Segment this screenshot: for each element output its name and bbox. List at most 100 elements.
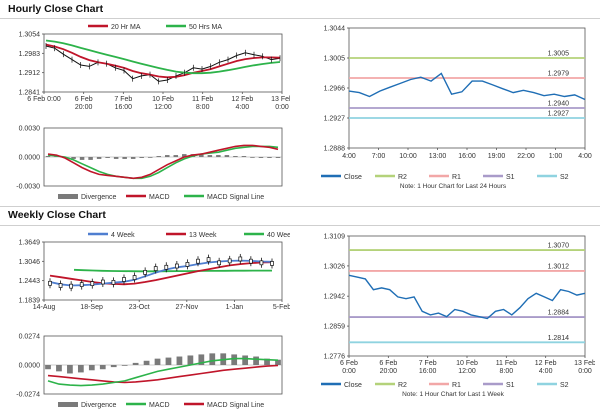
weekly-intraday-legend-0-label: Close [344,382,362,389]
hourly-price-xtick: 4:00 [236,104,250,111]
hourly-macd-divergence-bar [147,157,153,158]
weekly-price-candle-body [238,256,243,262]
weekly-intraday-ytick: 1.3026 [324,263,346,270]
hourly-price-xtick: 6 Feb 0:00 [27,96,61,103]
weekly-price-candle-body [175,263,179,269]
weekly-price-candle-body [227,258,232,264]
hourly-macd-divergence-bar [233,156,238,157]
weekly-price-candle-body [196,258,200,264]
weekly-macd-divergence-bar [176,356,183,365]
weekly-price-ytick: 1.3046 [19,259,41,266]
hourly-intraday-legend-4-label: S2 [560,174,569,181]
hourly-macd-ytick: -0.0030 [16,184,40,191]
hourly-macd-divergence-bar [165,155,170,157]
weekly-macd-divergence-bar [56,365,62,372]
hourly-price-series-50-hrs-ma [45,39,281,75]
weekly-price-candle-body [143,270,147,275]
weekly-macd-divergence-bar [143,360,150,365]
hourly-price-xtick: 8:00 [196,104,210,111]
hourly-intraday-legend-1-label: R2 [398,174,407,181]
hourly-price-xtick: 16:00 [115,104,133,111]
weekly-intraday-xtick: 6 Feb [340,360,358,367]
hourly-macd-divergence-bar [113,157,119,159]
weekly-intraday-xtick: 10 Feb [456,360,478,367]
hourly-intraday-level-label-s1: 1.2940 [548,101,570,108]
weekly-intraday-legend-1-label: R2 [398,382,407,389]
weekly-intraday-xtick: 12 Feb [535,360,557,367]
weekly-macd-divergence-bar [242,355,249,365]
section-divider [0,206,600,207]
hourly-macd-series-signal [47,145,279,180]
weekly-price-candle-body [132,275,137,280]
hourly-macd-divergence-bar [130,157,136,159]
weekly-macd-ytick: 0.0274 [19,334,41,341]
weekly-price-candle-body [259,260,264,266]
hourly-macd-divergence-bar [45,156,51,157]
hourly-intraday-note: Note: 1 Hour Chart for Last 24 Hours [400,183,507,190]
weekly-intraday-xtick: 11 Feb [496,360,517,367]
weekly-price-candle-body [90,281,95,286]
hourly-price-xtick: 10 Feb [152,96,174,103]
weekly-macd-divergence-bar [121,365,128,366]
weekly-macd-divergence-bar [99,365,106,370]
hourly-section-title: Hourly Close Chart [8,3,104,15]
weekly-macd-divergence-bar [187,355,194,365]
weekly-intraday-xtick: 12:00 [458,368,476,375]
hourly-macd-legend-1-label: MACD [149,194,170,201]
hourly-intraday-plot-frame [348,27,586,149]
weekly-price-candle-body [79,282,84,287]
hourly-intraday-xtick: 10:00 [399,153,417,160]
weekly-price-xtick: 18-Sep [80,304,103,311]
weekly-intraday-legend-4-label: S2 [560,382,569,389]
weekly-intraday-note: Note: 1 Hour Chart for Last 1 Week [402,391,505,398]
weekly-macd-divergence-bar [275,359,281,365]
hourly-price-xtick: 7 Feb [114,96,132,103]
weekly-price-candle-body [122,277,126,282]
hourly-intraday-xtick: 16:00 [458,153,476,160]
weekly-intraday-xtick: 0:00 [342,368,356,375]
weekly-macd-ytick: -0.0274 [16,392,40,399]
weekly-price-candle-body [206,257,211,262]
weekly-intraday-xtick: 16:00 [419,368,437,375]
hourly-price-xtick: 12 Feb [231,96,253,103]
hourly-price-legend-1-label: 50 Hrs MA [189,24,222,31]
hourly-macd-divergence-bar [122,157,127,159]
weekly-macd-legend-0-swatch [58,402,78,407]
weekly-price-xtick: 23-Oct [129,304,150,311]
weekly-intraday-xtick: 6 Feb [379,360,397,367]
weekly-price-legend-2-label: 40 Week [267,232,290,239]
hourly-price-xtick: 20:00 [75,104,93,111]
weekly-intraday-level-label-r1: 1.3012 [548,263,570,270]
hourly-macd-divergence-bar [96,157,102,159]
weekly-intraday-xtick: 0:00 [578,368,592,375]
weekly-price-xtick: 27-Nov [176,304,199,311]
hourly-macd-divergence-bar [224,155,230,157]
weekly-macd-divergence-bar [231,354,238,365]
weekly-price-candle-body [111,279,116,285]
hourly-macd-divergence-bar [182,154,187,157]
weekly-section-title: Weekly Close Chart [8,209,106,221]
hourly-macd-divergence-bar [139,157,144,158]
hourly-macd-legend-0-swatch [58,194,78,199]
weekly-macd-divergence-bar [67,365,73,374]
hourly-intraday-xtick: 19:00 [488,153,506,160]
hourly-price-series-20-hr-ma [45,43,281,79]
weekly-macd-divergence-bar [198,354,205,365]
weekly-price-xtick: 5-Feb [273,304,290,311]
weekly-price-candle-body [48,280,52,286]
weekly-macd-legend-0-label: Divergence [81,402,117,409]
weekly-macd-divergence-bar [165,357,172,365]
hourly-macd-legend-2-label: MACD Signal Line [207,194,264,201]
weekly-price-candle-body [217,260,221,266]
hourly-intraday-ytick: 1.2927 [324,116,346,123]
hourly-price-xtick: 6 Feb [75,96,93,103]
weekly-macd-divergence-bar [264,358,270,365]
weekly-price-candle-body [101,279,105,285]
hourly-macd-divergence-bar [79,157,85,160]
hourly-intraday-legend-2-label: R1 [452,174,461,181]
hourly-intraday-series-close [348,72,586,101]
weekly-macd-series-signal [47,364,279,384]
hourly-macd-divergence-bar [207,155,213,157]
weekly-intraday-ytick: 1.2942 [324,294,346,301]
weekly-macd-series-macd [47,357,279,387]
